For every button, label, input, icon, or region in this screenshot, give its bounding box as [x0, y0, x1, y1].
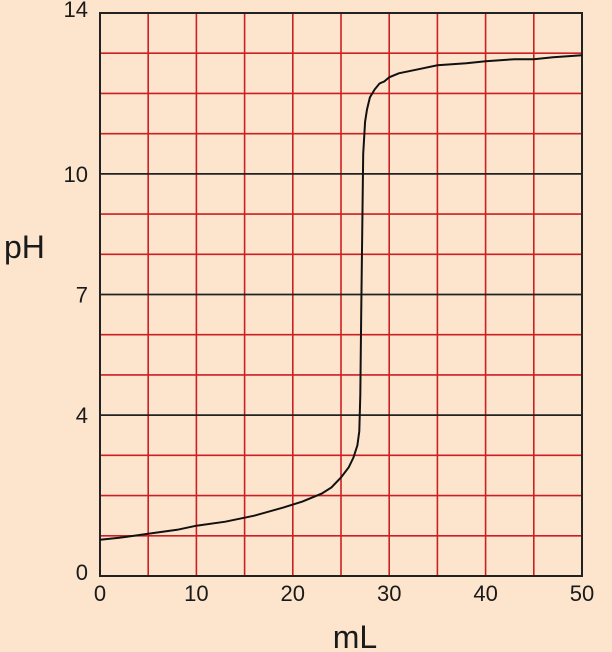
y-axis-label: pH: [4, 229, 45, 265]
y-axis: 0 4 7 10 14: [64, 0, 88, 585]
series-line: [99, 54, 583, 541]
x-tick-label: 50: [570, 581, 594, 606]
x-tick-label: 10: [184, 581, 208, 606]
y-tick-label: 0: [76, 560, 88, 585]
y-tick-label: 4: [76, 403, 88, 428]
y-tick-label: 10: [64, 162, 88, 187]
x-tick-label: 20: [281, 581, 305, 606]
grid: [100, 13, 582, 576]
plot-frame: [99, 12, 583, 577]
x-tick-label: 30: [377, 581, 401, 606]
x-axis: 0 10 20 30 40 50: [94, 581, 594, 606]
x-axis-label: mL: [333, 619, 377, 652]
x-tick-label: 0: [94, 581, 106, 606]
y-tick-label: 7: [76, 283, 88, 308]
y-tick-label: 14: [64, 0, 88, 22]
x-tick-label: 40: [473, 581, 497, 606]
